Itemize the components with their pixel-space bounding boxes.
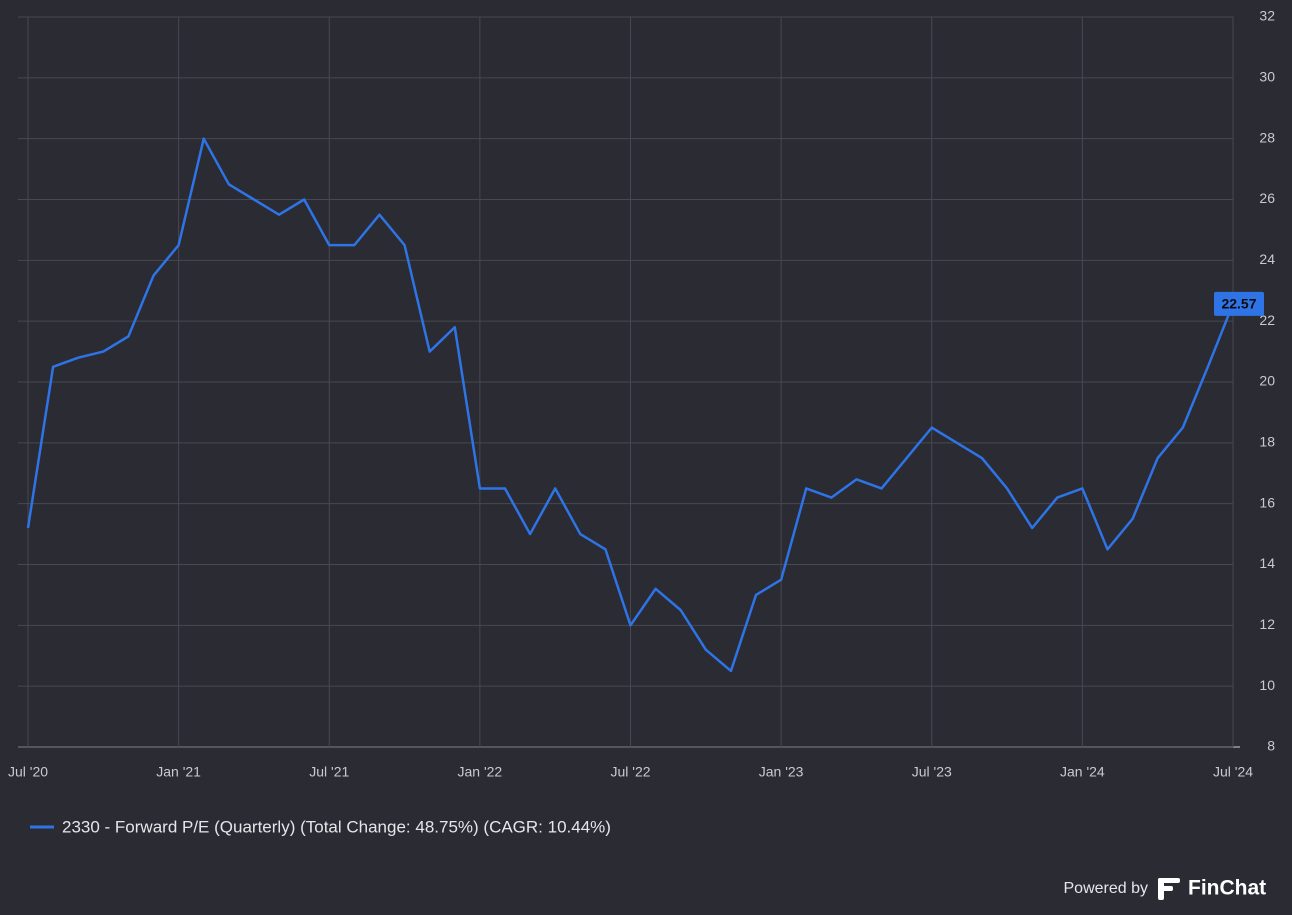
x-tick-label: Jul '22 [610, 764, 650, 780]
brand-logo [1158, 878, 1180, 900]
last-value-box [1214, 291, 1264, 316]
x-tick-label: Jan '21 [156, 764, 201, 780]
x-tick-label: Jan '23 [759, 764, 804, 780]
y-tick-label: 24 [1259, 251, 1275, 267]
y-tick-label: 12 [1259, 616, 1275, 632]
x-tick-label: Jul '23 [912, 764, 952, 780]
x-tick-label: Jul '24 [1213, 764, 1253, 780]
y-tick-label: 18 [1259, 434, 1275, 450]
x-tick-label: Jul '21 [309, 764, 349, 780]
legend-entry[interactable]: 2330 - Forward P/E (Quarterly) (Total Ch… [62, 817, 611, 836]
y-tick-label: 28 [1259, 129, 1275, 145]
x-tick-label: Jul '20 [8, 764, 48, 780]
y-tick-label: 30 [1259, 69, 1275, 85]
brand[interactable]: FinChat [1188, 877, 1266, 900]
powered-by: Powered by [1064, 880, 1149, 897]
series-line [26, 137, 1235, 673]
y-tick-label: 26 [1259, 190, 1275, 206]
last-value-label: 22.57 [1221, 296, 1256, 312]
y-tick-label: 22 [1259, 312, 1275, 328]
x-tick-label: Jan '24 [1060, 764, 1105, 780]
y-tick-label: 16 [1259, 494, 1275, 510]
y-tick-label: 14 [1259, 555, 1275, 571]
y-tick-label: 32 [1259, 8, 1275, 24]
x-tick-label: Jan '22 [458, 764, 503, 780]
y-tick-label: 20 [1259, 373, 1275, 389]
y-tick-label: 8 [1267, 738, 1275, 754]
y-tick-label: 10 [1259, 677, 1275, 693]
